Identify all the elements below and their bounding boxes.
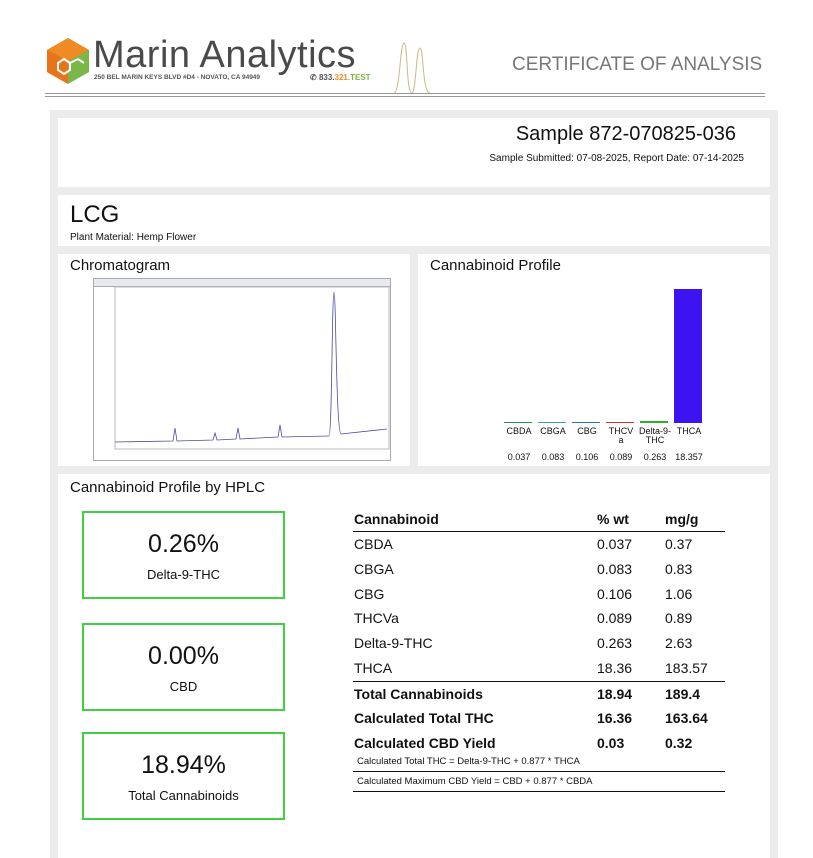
table-cell: 0.089 — [597, 610, 633, 627]
total-cell: 0.03 — [597, 734, 625, 751]
bar — [572, 421, 600, 423]
category-label: CBGA — [540, 426, 566, 436]
sample-id: Sample 872-070825-036 — [515, 123, 736, 145]
product-name: LCG — [70, 201, 120, 228]
summary-value: 18.94% — [141, 751, 226, 779]
table-cell: 0.83 — [665, 560, 693, 577]
summary-box: 0.26% Delta-9-THC — [82, 511, 285, 599]
summary-label: Delta-9-THC — [147, 567, 220, 582]
phone: ✆ 833.321.TEST — [310, 73, 371, 82]
table-cell: CBGA — [354, 560, 394, 577]
table-cell: 0.083 — [597, 560, 633, 577]
total-cell: 189.4 — [665, 686, 701, 702]
summary-label: Total Cannabinoids — [128, 788, 239, 803]
total-row: Calculated Total THC 16.36 163.64 — [353, 706, 725, 730]
chromatogram-title: Chromatogram — [70, 257, 171, 274]
bar — [504, 421, 532, 423]
phone-part: 833. — [318, 73, 335, 82]
total-cell: 18.94 — [597, 686, 633, 702]
table-cell: THCA — [354, 660, 393, 676]
document-title: CERTIFICATE OF ANALYSIS — [512, 54, 763, 75]
value-label: 0.089 — [609, 452, 633, 462]
column-header: % wt — [597, 511, 629, 527]
category-label: Delta-9-THC — [638, 426, 671, 445]
table-cell: 0.37 — [665, 536, 693, 552]
table-row: CBGA 0.083 0.83 — [353, 557, 725, 581]
formula-note: Calculated Total THC = Delta-9-THC + 0.8… — [353, 756, 725, 772]
formula-note: Calculated Maximum CBD Yield = CBD + 0.8… — [353, 776, 725, 792]
sample-card: Sample 872-070825-036 Sample Submitted: … — [58, 118, 770, 187]
total-row: Total Cannabinoids 18.94 189.4 — [353, 681, 725, 706]
category-label: CBG — [577, 426, 597, 436]
table-row: CBG 0.106 1.06 — [353, 582, 725, 606]
total-cell: Calculated Total THC — [354, 709, 494, 726]
value-label: 18.357 — [675, 452, 703, 462]
chromatogram-image — [93, 278, 391, 461]
product-card: LCG Plant Material: Hemp Flower — [58, 195, 770, 246]
table-cell: THCVa — [354, 610, 399, 627]
value-label: 0.263 — [643, 452, 667, 462]
value-label: 0.083 — [541, 452, 565, 462]
hplc-title: Cannabinoid Profile by HPLC — [70, 479, 266, 496]
profile-card: Cannabinoid Profile — [418, 254, 770, 466]
column-header: Cannabinoid — [354, 511, 439, 527]
summary-value: 0.00% — [148, 642, 219, 670]
table-cell: 0.263 — [597, 635, 633, 652]
total-cell: 16.36 — [597, 709, 633, 726]
table-cell: Delta-9-THC — [354, 635, 433, 652]
phone-part: 321 — [334, 73, 348, 82]
summary-box: 18.94% Total Cannabinoids — [82, 732, 285, 820]
total-cell: 163.64 — [665, 709, 708, 726]
bar — [674, 289, 702, 423]
bar — [538, 421, 566, 423]
table-cell: 0.037 — [597, 536, 633, 552]
table-cell: CBDA — [354, 536, 393, 552]
company-name: Marin Analytics — [93, 34, 357, 76]
table-row: Delta-9-THC 0.263 2.63 — [353, 631, 725, 655]
table-cell: 0.106 — [597, 585, 633, 602]
table-cell: 0.89 — [665, 610, 693, 627]
table-header: Cannabinoid % wt mg/g — [353, 507, 725, 532]
value-label: 0.037 — [507, 452, 531, 462]
summary-box: 0.00% CBD — [82, 623, 285, 711]
category-label: THCVa — [608, 426, 634, 445]
product-material: Plant Material: Hemp Flower — [70, 232, 197, 243]
summary-value: 0.26% — [148, 530, 219, 558]
sample-dates: Sample Submitted: 07-08-2025, Report Dat… — [489, 153, 744, 164]
column-header: mg/g — [665, 511, 699, 527]
header-rule — [45, 93, 765, 97]
table-cell: 183.57 — [665, 660, 708, 676]
summary-label: CBD — [169, 679, 198, 694]
total-cell: Total Cannabinoids — [354, 686, 483, 702]
category-label: THCA — [676, 426, 702, 436]
hplc-card: Cannabinoid Profile by HPLC — [58, 474, 770, 858]
table-row: THCVa 0.089 0.89 — [353, 606, 725, 630]
total-cell: 0.32 — [665, 734, 693, 751]
category-label: CBDA — [506, 426, 532, 436]
table-row: CBDA 0.037 0.37 — [353, 532, 725, 556]
total-row: Calculated CBD Yield 0.03 0.32 — [353, 731, 725, 755]
table-cell: 1.06 — [665, 585, 693, 602]
table-row: THCA 18.36 183.57 — [353, 656, 725, 680]
address: 250 BEL MARIN KEYS BLVD #D4 - NOVATO, CA… — [94, 74, 261, 81]
table-cell: 18.36 — [597, 660, 633, 676]
table-cell: 2.63 — [665, 635, 693, 652]
total-cell: Calculated CBD Yield — [354, 734, 496, 751]
bar — [640, 421, 668, 423]
logo — [47, 38, 89, 84]
bar — [606, 421, 634, 423]
table-cell: CBG — [354, 585, 385, 602]
value-label: 0.106 — [575, 452, 599, 462]
profile-title: Cannabinoid Profile — [430, 257, 561, 274]
phone-part: .TEST — [347, 73, 371, 82]
